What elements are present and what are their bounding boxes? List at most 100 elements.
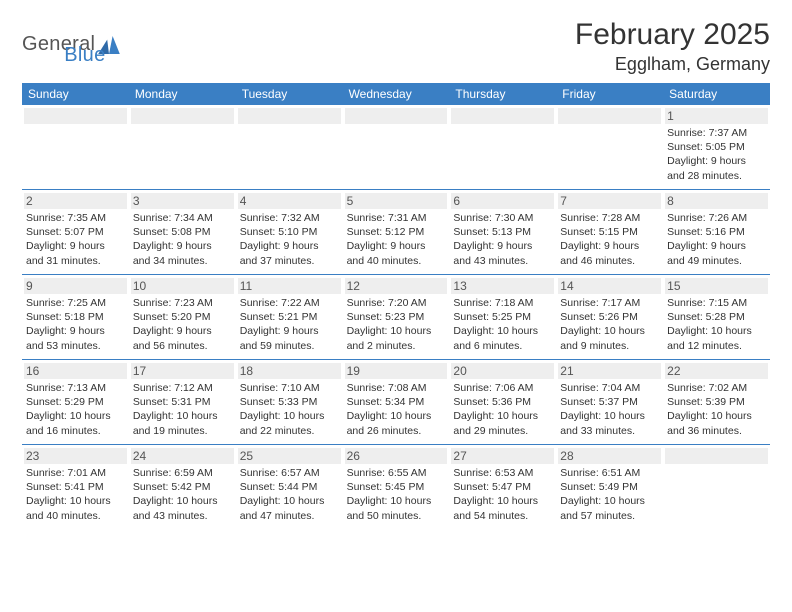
sunset-text: Sunset: 5:10 PM [240,225,339,239]
sunset-text: Sunset: 5:21 PM [240,310,339,324]
day-info: Sunrise: 7:28 AMSunset: 5:15 PMDaylight:… [560,211,659,268]
week-row: 9Sunrise: 7:25 AMSunset: 5:18 PMDaylight… [22,274,770,359]
sunset-text: Sunset: 5:42 PM [133,480,232,494]
sunrise-text: Sunrise: 7:20 AM [347,296,446,310]
day-cell: 3Sunrise: 7:34 AMSunset: 5:08 PMDaylight… [129,190,236,274]
daylight-text: Daylight: 9 hours and 49 minutes. [667,239,766,267]
daylight-text: Daylight: 9 hours and 53 minutes. [26,324,125,352]
day-cell: 27Sunrise: 6:53 AMSunset: 5:47 PMDayligh… [449,445,556,529]
sunset-text: Sunset: 5:28 PM [667,310,766,324]
day-info: Sunrise: 6:53 AMSunset: 5:47 PMDaylight:… [453,466,552,523]
day-number: 13 [451,278,554,294]
day-number: 26 [345,448,448,464]
day-cell [22,105,129,189]
day-number [558,108,661,124]
sunset-text: Sunset: 5:36 PM [453,395,552,409]
day-number: 2 [24,193,127,209]
dow-sunday: Sunday [22,83,129,105]
sunrise-text: Sunrise: 7:13 AM [26,381,125,395]
daylight-text: Daylight: 10 hours and 16 minutes. [26,409,125,437]
week-row: 16Sunrise: 7:13 AMSunset: 5:29 PMDayligh… [22,359,770,444]
sunrise-text: Sunrise: 7:01 AM [26,466,125,480]
daylight-text: Daylight: 10 hours and 19 minutes. [133,409,232,437]
daylight-text: Daylight: 9 hours and 28 minutes. [667,154,766,182]
day-cell: 24Sunrise: 6:59 AMSunset: 5:42 PMDayligh… [129,445,236,529]
day-info: Sunrise: 7:13 AMSunset: 5:29 PMDaylight:… [26,381,125,438]
daylight-text: Daylight: 9 hours and 43 minutes. [453,239,552,267]
sunrise-text: Sunrise: 7:06 AM [453,381,552,395]
day-number: 21 [558,363,661,379]
sunrise-text: Sunrise: 7:32 AM [240,211,339,225]
day-number: 19 [345,363,448,379]
day-cell: 26Sunrise: 6:55 AMSunset: 5:45 PMDayligh… [343,445,450,529]
day-cell: 9Sunrise: 7:25 AMSunset: 5:18 PMDaylight… [22,275,129,359]
sunrise-text: Sunrise: 7:15 AM [667,296,766,310]
sunset-text: Sunset: 5:25 PM [453,310,552,324]
sunset-text: Sunset: 5:47 PM [453,480,552,494]
day-info: Sunrise: 7:25 AMSunset: 5:18 PMDaylight:… [26,296,125,353]
location-label: Egglham, Germany [575,54,770,75]
day-cell [343,105,450,189]
day-number: 20 [451,363,554,379]
day-cell: 13Sunrise: 7:18 AMSunset: 5:25 PMDayligh… [449,275,556,359]
sunrise-text: Sunrise: 7:02 AM [667,381,766,395]
day-cell: 7Sunrise: 7:28 AMSunset: 5:15 PMDaylight… [556,190,663,274]
day-info: Sunrise: 7:34 AMSunset: 5:08 PMDaylight:… [133,211,232,268]
day-info: Sunrise: 7:37 AMSunset: 5:05 PMDaylight:… [667,126,766,183]
daylight-text: Daylight: 9 hours and 46 minutes. [560,239,659,267]
sunrise-text: Sunrise: 7:18 AM [453,296,552,310]
dow-monday: Monday [129,83,236,105]
sunset-text: Sunset: 5:33 PM [240,395,339,409]
day-info: Sunrise: 6:59 AMSunset: 5:42 PMDaylight:… [133,466,232,523]
day-info: Sunrise: 7:20 AMSunset: 5:23 PMDaylight:… [347,296,446,353]
day-cell: 4Sunrise: 7:32 AMSunset: 5:10 PMDaylight… [236,190,343,274]
day-number: 23 [24,448,127,464]
page-header: General Blue February 2025 Egglham, Germ… [22,18,770,75]
day-number: 16 [24,363,127,379]
day-number: 1 [665,108,768,124]
day-cell: 19Sunrise: 7:08 AMSunset: 5:34 PMDayligh… [343,360,450,444]
day-of-week-row: Sunday Monday Tuesday Wednesday Thursday… [22,83,770,105]
daylight-text: Daylight: 10 hours and 29 minutes. [453,409,552,437]
sunrise-text: Sunrise: 7:30 AM [453,211,552,225]
sunset-text: Sunset: 5:39 PM [667,395,766,409]
sunset-text: Sunset: 5:29 PM [26,395,125,409]
daylight-text: Daylight: 9 hours and 37 minutes. [240,239,339,267]
day-number: 25 [238,448,341,464]
sunset-text: Sunset: 5:18 PM [26,310,125,324]
day-number [131,108,234,124]
day-info: Sunrise: 7:02 AMSunset: 5:39 PMDaylight:… [667,381,766,438]
sunset-text: Sunset: 5:41 PM [26,480,125,494]
day-cell: 28Sunrise: 6:51 AMSunset: 5:49 PMDayligh… [556,445,663,529]
day-number [24,108,127,124]
day-number: 12 [345,278,448,294]
day-info: Sunrise: 7:15 AMSunset: 5:28 PMDaylight:… [667,296,766,353]
day-number: 6 [451,193,554,209]
day-cell: 22Sunrise: 7:02 AMSunset: 5:39 PMDayligh… [663,360,770,444]
day-cell: 8Sunrise: 7:26 AMSunset: 5:16 PMDaylight… [663,190,770,274]
day-number: 5 [345,193,448,209]
week-row: 2 Sunrise: 7:35 AMSunset: 5:07 PMDaylight… [22,189,770,274]
day-cell [449,105,556,189]
dow-wednesday: Wednesday [343,83,450,105]
day-cell [556,105,663,189]
dow-thursday: Thursday [449,83,556,105]
sunset-text: Sunset: 5:23 PM [347,310,446,324]
daylight-text: Daylight: 10 hours and 47 minutes. [240,494,339,522]
day-info: Sunrise: 7:22 AMSunset: 5:21 PMDaylight:… [240,296,339,353]
day-number: 15 [665,278,768,294]
sunset-text: Sunset: 5:26 PM [560,310,659,324]
day-info: Sunrise: 7:30 AMSunset: 5:13 PMDaylight:… [453,211,552,268]
sunset-text: Sunset: 5:37 PM [560,395,659,409]
sunrise-text: Sunrise: 7:22 AM [240,296,339,310]
daylight-text: Daylight: 10 hours and 36 minutes. [667,409,766,437]
day-info: Sunrise: 7:17 AMSunset: 5:26 PMDaylight:… [560,296,659,353]
day-cell: 14Sunrise: 7:17 AMSunset: 5:26 PMDayligh… [556,275,663,359]
sunset-text: Sunset: 5:15 PM [560,225,659,239]
sunset-text: Sunset: 5:13 PM [453,225,552,239]
sunrise-text: Sunrise: 6:57 AM [240,466,339,480]
day-cell: 10Sunrise: 7:23 AMSunset: 5:20 PMDayligh… [129,275,236,359]
day-info: Sunrise: 6:51 AMSunset: 5:49 PMDaylight:… [560,466,659,523]
day-cell: 20 Sunrise: 7:06 AMSunset: 5:36 PMDayligh… [449,360,556,444]
day-info: Sunrise: 7:35 AMSunset: 5:07 PMDaylight:… [26,211,125,268]
